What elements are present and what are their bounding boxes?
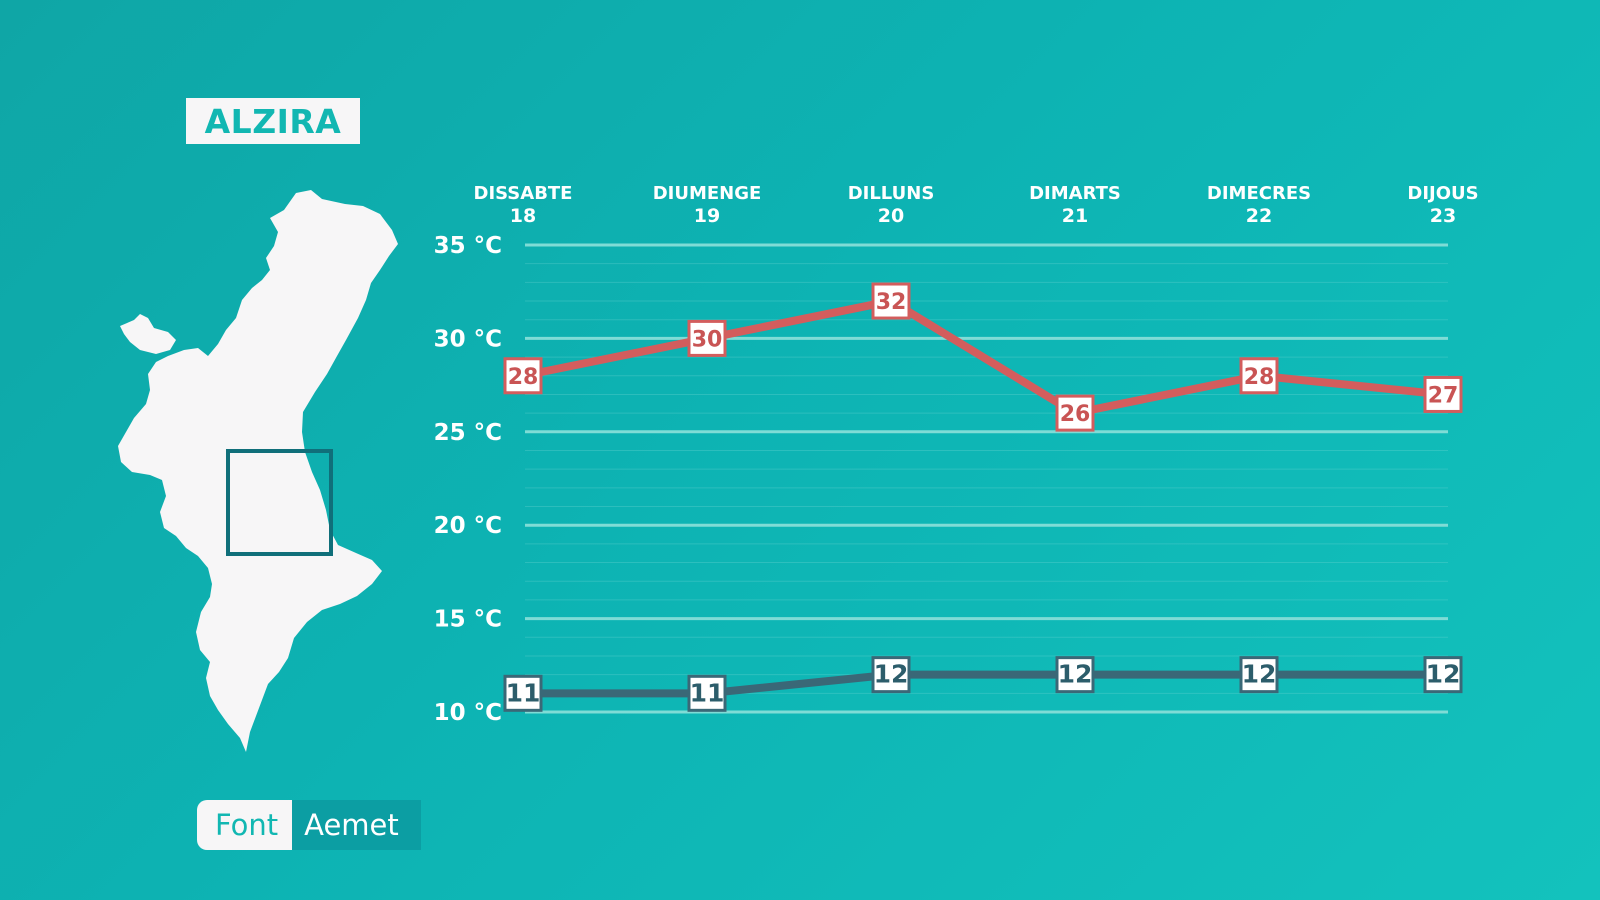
source-credit: Font Aemet bbox=[197, 800, 421, 850]
max-data-point bbox=[503, 357, 543, 395]
day-date-label: 19 bbox=[694, 205, 720, 227]
max-data-label: 26 bbox=[1060, 402, 1091, 427]
major-gridlines bbox=[525, 243, 1448, 714]
location-title: ALZIRA bbox=[186, 98, 360, 144]
min-data-point bbox=[1239, 656, 1279, 694]
source-value: Aemet bbox=[292, 800, 421, 850]
min-data-point bbox=[1055, 656, 1095, 694]
y-tick-label: 20 °C bbox=[434, 513, 502, 539]
max-data-label: 28 bbox=[1244, 365, 1275, 390]
minor-gridlines bbox=[525, 263, 1448, 694]
day-name-label: DIUMENGE bbox=[653, 183, 762, 204]
max-data-point bbox=[687, 319, 727, 357]
day-date-label: 18 bbox=[510, 205, 536, 227]
max-data-label: 32 bbox=[876, 290, 907, 315]
y-axis-ticks: 35 °C 30 °C 25 °C 20 °C 15 °C 10 °C bbox=[434, 233, 502, 726]
min-data-point bbox=[503, 674, 543, 712]
max-data-label: 27 bbox=[1428, 383, 1459, 408]
min-data-label: 12 bbox=[1426, 660, 1461, 689]
day-date-label: 21 bbox=[1062, 205, 1088, 227]
max-data-point bbox=[1423, 375, 1463, 413]
day-name-label: DIMARTS bbox=[1029, 183, 1121, 204]
min-data-point bbox=[1423, 656, 1463, 694]
location-square-icon bbox=[226, 449, 333, 556]
max-temperature-line bbox=[522, 297, 1444, 418]
day-name-label: DILLUNS bbox=[848, 183, 935, 204]
source-label: Font bbox=[197, 800, 293, 850]
max-data-label: 28 bbox=[508, 365, 539, 390]
min-data-point bbox=[871, 656, 911, 694]
min-temperature-line bbox=[523, 670, 1443, 698]
day-name-label: DISSABTE bbox=[474, 183, 573, 204]
min-data-label: 11 bbox=[690, 678, 725, 707]
day-date-label: 22 bbox=[1246, 205, 1272, 227]
y-tick-label: 35 °C bbox=[434, 233, 502, 259]
max-data-point bbox=[871, 282, 911, 320]
y-tick-label: 15 °C bbox=[434, 607, 502, 633]
day-date-label: 20 bbox=[878, 205, 904, 227]
y-tick-label: 25 °C bbox=[434, 420, 502, 446]
min-data-label: 12 bbox=[1242, 660, 1277, 689]
y-tick-label: 30 °C bbox=[434, 326, 502, 352]
day-name-label: DIJOUS bbox=[1407, 183, 1478, 204]
day-name-label: DIMECRES bbox=[1207, 183, 1311, 204]
series-markers: 28 30 32 26 28 27 11 11 12 12 12 12 bbox=[503, 282, 1463, 712]
max-data-point bbox=[1055, 394, 1095, 432]
max-data-label: 30 bbox=[692, 327, 723, 352]
region-map-shape bbox=[118, 190, 398, 752]
max-data-point bbox=[1239, 357, 1279, 395]
day-date-label: 23 bbox=[1430, 205, 1456, 227]
min-data-label: 12 bbox=[874, 660, 909, 689]
island-shape bbox=[120, 314, 176, 354]
y-tick-label: 10 °C bbox=[434, 700, 502, 726]
min-data-label: 12 bbox=[1058, 660, 1093, 689]
min-data-label: 11 bbox=[506, 678, 541, 707]
min-data-point bbox=[687, 674, 727, 712]
series-lines bbox=[522, 297, 1444, 698]
